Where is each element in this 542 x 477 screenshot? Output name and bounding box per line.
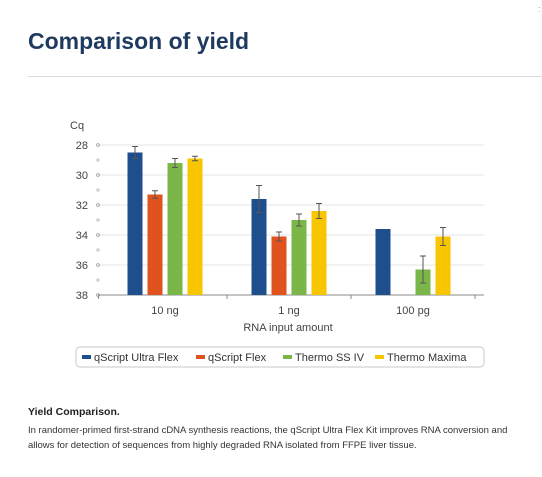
legend-label: qScript Flex [208,352,267,364]
y-minor-tick [96,158,100,162]
bar [167,163,183,295]
legend-swatch [283,355,292,359]
x-tick-label: 100 pg [396,305,430,317]
legend-label: Thermo SS IV [295,352,365,364]
y-tick-mark [96,143,100,147]
legend-label: qScript Ultra Flex [94,352,179,364]
page-title: Comparison of yield [28,28,250,54]
y-tick-mark [96,233,100,237]
y-minor-tick [96,248,100,252]
bar [147,194,163,295]
y-tick-label: 28 [76,140,88,152]
legend-swatch [375,355,384,359]
bar [271,236,287,295]
legend: qScript Ultra Flex qScript Flex Thermo SS … [75,346,485,368]
x-axis-label: RNA input amount [243,322,332,334]
x-tick-label: 10 ng [151,305,179,317]
bar [291,220,307,295]
caption-text: In randomer-primed first-strand cDNA syn… [28,425,508,451]
bar [127,152,143,295]
bar [375,229,391,295]
y-tick-mark [96,173,100,177]
legend-box [75,346,485,368]
bar [251,199,267,295]
legend-swatch [82,355,91,359]
y-minor-tick [96,188,100,192]
bars [127,146,451,295]
y-tick-label: 38 [76,290,88,302]
bar [187,158,203,295]
title-divider [28,76,542,77]
y-tick-mark [96,203,100,207]
bar [435,236,451,295]
y-tick-label: 32 [76,200,88,212]
y-tick-label: 30 [76,170,88,182]
y-tick-label: 34 [76,230,88,242]
y-tick-mark [96,263,100,267]
y-axis-label: Cq [70,120,84,132]
caption-title: Yield Comparison. [28,406,120,418]
bar [311,211,327,295]
bar-chart: Cq RNA input amount 28 30 32 34 36 38 10 ng 1 n… [70,120,485,368]
y-minor-tick [96,218,100,222]
x-tick-label: 1 ng [278,305,299,317]
y-tick-label: 36 [76,260,88,272]
y-minor-tick [96,278,100,282]
corner-mark: : [538,4,541,14]
legend-swatch [196,355,205,359]
legend-label: Thermo Maxima [387,352,467,364]
